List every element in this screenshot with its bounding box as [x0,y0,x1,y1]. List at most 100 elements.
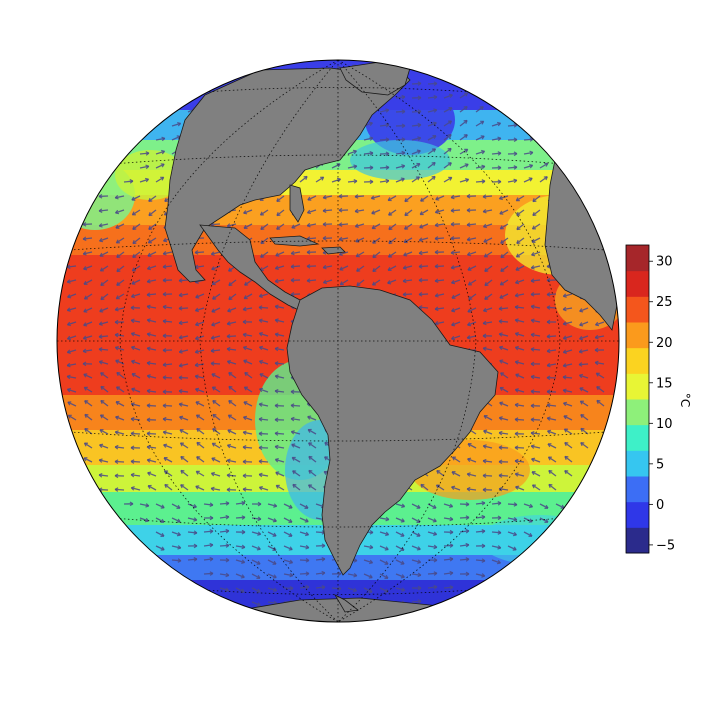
wind-arrow-head [66,264,71,270]
wind-arrow-head [228,400,233,405]
wind-arrow [243,293,253,300]
wind-arrow [475,135,485,141]
wind-arrow [203,530,214,533]
wind-arrow-head [100,385,105,390]
wind-arrow [130,418,141,421]
wind-arrow-head [131,387,136,392]
wind-arrow [67,363,77,367]
wind-arrow [315,531,326,534]
wind-arrow [402,293,413,296]
wind-arrow-head [531,238,536,243]
wind-arrow-head [369,165,374,170]
wind-arrow-head [528,518,533,523]
wind-arrow [523,517,533,523]
wind-arrow-head [260,253,265,258]
wind-arrow-head [515,253,520,258]
wind-arrow-head [212,295,217,300]
wind-arrow [100,372,109,379]
wind-arrow-head [562,306,567,312]
wind-arrow-head [290,389,295,395]
wind-arrow-head [193,557,198,562]
wind-arrow-head [211,457,216,462]
wind-arrow [116,386,125,393]
wind-arrow-head [448,176,453,181]
wind-arrow [379,179,389,183]
wind-arrow [531,305,541,309]
wind-arrow-head [451,471,456,476]
wind-arrow-head [548,483,553,488]
wind-arrow [546,293,557,296]
wind-arrow-head [528,532,533,537]
wind-arrow [66,265,77,268]
wind-arrow-head [212,413,217,418]
wind-arrow-head [434,236,439,241]
wind-arrow [427,175,436,183]
colorbar-tick-label: 25 [656,295,673,310]
wind-arrow-head [467,457,472,462]
wind-arrow [531,319,541,323]
wind-arrow-head [66,387,71,393]
wind-arrow-head [242,459,247,465]
wind-arrow-head [417,81,422,86]
wind-arrow [443,147,452,155]
wind-arrow [499,223,509,230]
wind-arrow [427,517,437,523]
wind-arrow [100,279,109,286]
wind-arrow-head [321,585,326,590]
colorbar: 30 25 20 15 10 5 0 −5 °C [625,244,692,554]
wind-arrow [515,279,525,284]
wind-arrow [459,92,468,99]
wind-arrow-head [162,430,167,435]
wind-arrow-head [354,194,359,199]
wind-arrow [483,223,493,228]
wind-arrow-head [436,469,441,475]
wind-arrow [148,223,157,230]
wind-arrow-head [580,442,585,447]
wind-arrow [563,363,573,367]
wind-arrow [163,251,173,255]
wind-arrow [531,458,541,463]
wind-arrow-head [497,501,502,506]
wind-arrow-head [514,472,519,477]
wind-arrow-head [289,572,294,578]
wind-arrow-head [212,400,217,405]
wind-arrow-head [450,235,455,241]
wind-arrow [83,307,93,313]
wind-arrow [211,487,221,491]
wind-arrow-head [498,473,503,478]
wind-arrow [228,400,237,407]
wind-arrow-head [468,295,473,300]
wind-arrow [84,442,93,449]
wind-arrow-head [291,224,296,229]
wind-arrow [500,251,509,259]
wind-arrow-head [465,542,470,548]
wind-arrow [84,293,93,300]
wind-arrow-head [400,177,405,182]
wind-arrow [180,456,189,463]
wind-arrow [539,162,549,169]
wind-arrow-head [288,532,293,537]
wind-arrow-head [274,278,279,284]
wind-arrow [196,456,205,463]
wind-arrow-head [243,415,248,421]
wind-arrow-head [547,456,552,461]
wind-arrow [98,348,109,351]
wind-arrow [451,486,461,491]
wind-arrow [147,251,157,257]
wind-arrow [387,195,397,201]
wind-arrow [146,293,157,296]
wind-arrow [227,444,237,449]
wind-arrow-head [114,444,119,450]
wind-arrow-head [529,163,534,169]
hispaniola [321,246,346,255]
wind-arrow [131,373,141,379]
wind-arrow-head [242,487,247,492]
wind-arrow [532,195,541,203]
wind-arrow [323,279,333,284]
wind-arrow-head [562,363,567,368]
wind-arrow [419,209,429,216]
wind-arrow-head [596,386,601,391]
wind-arrow [443,162,452,169]
wind-arrow [259,319,269,323]
wind-arrow-head [228,267,233,272]
